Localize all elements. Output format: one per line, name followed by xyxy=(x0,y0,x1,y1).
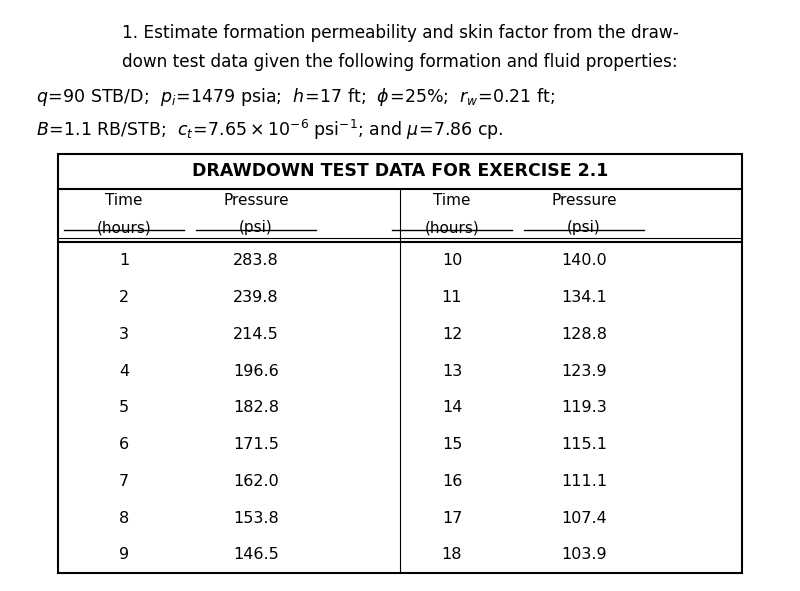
Text: 128.8: 128.8 xyxy=(561,327,607,342)
Text: (psi): (psi) xyxy=(239,220,273,235)
Text: 182.8: 182.8 xyxy=(233,400,279,415)
Text: 1. Estimate formation permeability and skin factor from the draw-: 1. Estimate formation permeability and s… xyxy=(122,24,678,41)
Text: 13: 13 xyxy=(442,363,462,378)
Text: 17: 17 xyxy=(442,511,462,525)
Text: 16: 16 xyxy=(442,474,462,489)
Text: $B\!=\!1.1$ RB/STB;  $c_t\!=\!7.65\times10^{-6}$ psi$^{-1}$; and $\mu\!=\!7.86$ : $B\!=\!1.1$ RB/STB; $c_t\!=\!7.65\times1… xyxy=(36,118,503,142)
Text: $q\!=\!90$ STB/D;  $p_i\!=\!1479$ psia;  $h\!=\!17$ ft;  $\phi\!=\!25\%$;  $r_w\: $q\!=\!90$ STB/D; $p_i\!=\!1479$ psia; $… xyxy=(36,86,555,108)
Text: 14: 14 xyxy=(442,400,462,415)
Text: (hours): (hours) xyxy=(425,220,479,235)
Text: 146.5: 146.5 xyxy=(233,547,279,563)
Text: 11: 11 xyxy=(442,290,462,305)
Text: 8: 8 xyxy=(119,511,129,525)
Text: 2: 2 xyxy=(119,290,129,305)
Text: 15: 15 xyxy=(442,437,462,452)
Text: 115.1: 115.1 xyxy=(561,437,607,452)
Text: 10: 10 xyxy=(442,253,462,268)
Text: 283.8: 283.8 xyxy=(233,253,279,268)
Text: 1: 1 xyxy=(119,253,129,268)
Text: 162.0: 162.0 xyxy=(233,474,279,489)
Bar xyxy=(58,154,742,573)
Text: 153.8: 153.8 xyxy=(233,511,279,525)
Text: Pressure: Pressure xyxy=(223,193,289,209)
Text: 18: 18 xyxy=(442,547,462,563)
Text: 123.9: 123.9 xyxy=(561,363,607,378)
Text: 140.0: 140.0 xyxy=(561,253,607,268)
Text: (hours): (hours) xyxy=(97,220,151,235)
Text: 4: 4 xyxy=(119,363,129,378)
Text: DRAWDOWN TEST DATA FOR EXERCISE 2.1: DRAWDOWN TEST DATA FOR EXERCISE 2.1 xyxy=(192,163,608,180)
Text: Pressure: Pressure xyxy=(551,193,617,209)
Text: 214.5: 214.5 xyxy=(233,327,279,342)
Text: down test data given the following formation and fluid properties:: down test data given the following forma… xyxy=(122,53,678,71)
Text: 5: 5 xyxy=(119,400,129,415)
Text: Time: Time xyxy=(106,193,142,209)
Text: 12: 12 xyxy=(442,327,462,342)
Text: (psi): (psi) xyxy=(567,220,601,235)
Text: 107.4: 107.4 xyxy=(561,511,607,525)
Text: 196.6: 196.6 xyxy=(233,363,279,378)
Text: Time: Time xyxy=(434,193,470,209)
Text: 111.1: 111.1 xyxy=(561,474,607,489)
Text: 9: 9 xyxy=(119,547,129,563)
Text: 171.5: 171.5 xyxy=(233,437,279,452)
Text: 134.1: 134.1 xyxy=(561,290,607,305)
Text: 119.3: 119.3 xyxy=(561,400,607,415)
Text: 103.9: 103.9 xyxy=(561,547,607,563)
Text: 239.8: 239.8 xyxy=(233,290,279,305)
Text: 6: 6 xyxy=(119,437,129,452)
Text: 7: 7 xyxy=(119,474,129,489)
Text: 3: 3 xyxy=(119,327,129,342)
